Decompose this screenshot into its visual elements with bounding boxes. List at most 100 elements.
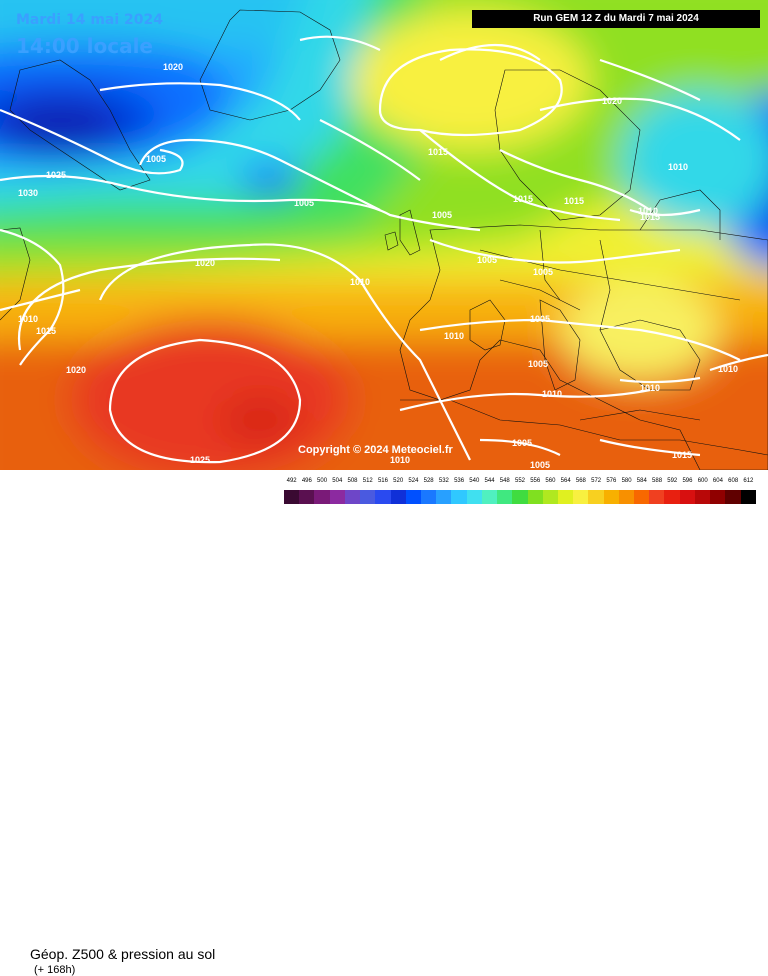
- color-scale-swatch: [390, 490, 406, 504]
- color-scale-swatch: [664, 490, 680, 504]
- color-scale-value: 492: [286, 478, 297, 484]
- isobar-label: 1010: [638, 206, 658, 216]
- isobar-label: 1005: [530, 314, 550, 324]
- color-scale-swatch: [588, 490, 604, 504]
- color-scale-bar: [284, 490, 756, 504]
- color-scale-value: 576: [606, 478, 617, 484]
- isobar-label: 1010: [390, 455, 410, 465]
- color-scale-value: 536: [454, 478, 465, 484]
- color-scale-value: 504: [332, 478, 343, 484]
- color-scale-swatch: [405, 490, 421, 504]
- copyright-notice: Copyright © 2024 Meteociel.fr: [298, 444, 453, 456]
- color-scale-swatch: [436, 490, 452, 504]
- color-scale-value: 516: [377, 478, 388, 484]
- isobars: [0, 35, 768, 464]
- isobar-label: 1030: [18, 188, 38, 198]
- color-scale-swatch: [497, 490, 513, 504]
- color-scale-swatch: [299, 490, 315, 504]
- color-scale-value: 568: [575, 478, 586, 484]
- color-scale-value: 572: [591, 478, 602, 484]
- color-scale-swatch: [603, 490, 619, 504]
- isobar-label: 1015: [513, 194, 533, 204]
- color-scale-value: 544: [484, 478, 495, 484]
- color-scale-swatch: [466, 490, 482, 504]
- isobar-label: 1015: [564, 196, 584, 206]
- isobar-label: 1015: [672, 450, 692, 460]
- color-scale-value: 496: [301, 478, 312, 484]
- isobar-label: 1005: [530, 460, 550, 470]
- isobar-label: 1005: [432, 210, 452, 220]
- isobar-label: 1025: [46, 170, 66, 180]
- isobar-label: 1010: [18, 314, 38, 324]
- color-scale-swatch: [527, 490, 543, 504]
- isobar-label: 1020: [163, 62, 183, 72]
- color-scale-value: 604: [712, 478, 723, 484]
- color-scale-value: 508: [347, 478, 358, 484]
- forecast-local-time: 14:00 locale: [16, 34, 153, 58]
- legend-subtitle: (+ 168h): [34, 964, 76, 976]
- color-scale-value: 564: [560, 478, 571, 484]
- color-scale-swatch: [710, 490, 726, 504]
- color-scale-swatch: [557, 490, 574, 504]
- isobar-label: 1020: [66, 365, 86, 375]
- color-scale-swatch: [360, 490, 376, 504]
- color-scale-value: 608: [728, 478, 739, 484]
- color-scale-value: 540: [469, 478, 480, 484]
- legend-title: Géop. Z500 & pression au sol: [30, 946, 216, 962]
- color-scale-swatch: [344, 490, 361, 504]
- color-scale-value: 580: [621, 478, 632, 484]
- isobar-label: 1005: [512, 438, 532, 448]
- color-scale-value: 600: [697, 478, 708, 484]
- color-scale-swatch: [618, 490, 635, 504]
- color-scale-value: 560: [545, 478, 556, 484]
- color-scale-swatch: [725, 490, 741, 504]
- color-scale-value: 552: [514, 478, 526, 484]
- color-scale-swatch: [649, 490, 665, 504]
- isobar-label: 1010: [444, 331, 464, 341]
- model-run-info: Run GEM 12 Z du Mardi 7 mai 2024: [472, 10, 760, 28]
- geopotential-field: [0, 0, 768, 470]
- color-scale-value: 500: [317, 478, 328, 484]
- isobar-label: 1010: [640, 383, 660, 393]
- isobar-label: 1015: [640, 212, 660, 222]
- color-scale-swatch: [375, 490, 391, 504]
- isobar-label: 1025: [190, 455, 210, 465]
- color-scale-swatch: [634, 490, 650, 504]
- color-scale-value: 520: [393, 478, 404, 484]
- isobar-label: 1015: [36, 326, 56, 336]
- color-scale-swatch: [314, 490, 330, 504]
- color-scale-swatch: [420, 490, 437, 504]
- isobar-label: 1010: [542, 389, 562, 399]
- color-scale-swatch: [284, 490, 300, 504]
- isobar-label: 1005: [294, 198, 314, 208]
- color-scale-swatch: [481, 490, 498, 504]
- color-scale-value: 512: [362, 478, 373, 484]
- isobar-label: 1010: [350, 277, 370, 287]
- color-scale-value: 548: [499, 478, 510, 484]
- color-scale-swatch: [329, 490, 345, 504]
- color-scale-swatch: [694, 490, 711, 504]
- color-scale-value: 592: [667, 478, 678, 484]
- weather-map: 1020 1025 1005 1030 1005 1020 1010 1010 …: [0, 0, 768, 470]
- color-scale-swatch: [512, 490, 528, 504]
- isobar-label: 1005: [146, 154, 166, 164]
- color-scale-value: 612: [743, 478, 754, 484]
- color-scale-swatch: [542, 490, 558, 504]
- isobar-labels: 1020 1025 1005 1030 1005 1020 1010 1010 …: [18, 62, 738, 470]
- color-scale-value: 524: [408, 478, 419, 484]
- color-scale-value: 588: [652, 478, 663, 484]
- color-scale-swatch: [740, 490, 756, 504]
- land-outlines: [0, 9, 768, 470]
- color-scale-swatch: [451, 490, 467, 504]
- color-scale-labels: 492 496 500 504 508 512 516 520 524 528 532 536 540 5…: [284, 478, 756, 488]
- color-scale-swatch: [679, 490, 695, 504]
- isobar-label: 1010: [668, 162, 688, 172]
- forecast-date: Mardi 14 mai 2024: [16, 12, 164, 28]
- isobar-label: 1010: [718, 364, 738, 374]
- color-scale-value: 528: [423, 478, 434, 484]
- isobar-label: 1005: [533, 267, 553, 277]
- color-scale-value: 596: [682, 478, 693, 484]
- isobar-label: 1015: [428, 147, 448, 157]
- color-scale-swatch: [573, 490, 589, 504]
- isobar-label: 1020: [602, 96, 622, 106]
